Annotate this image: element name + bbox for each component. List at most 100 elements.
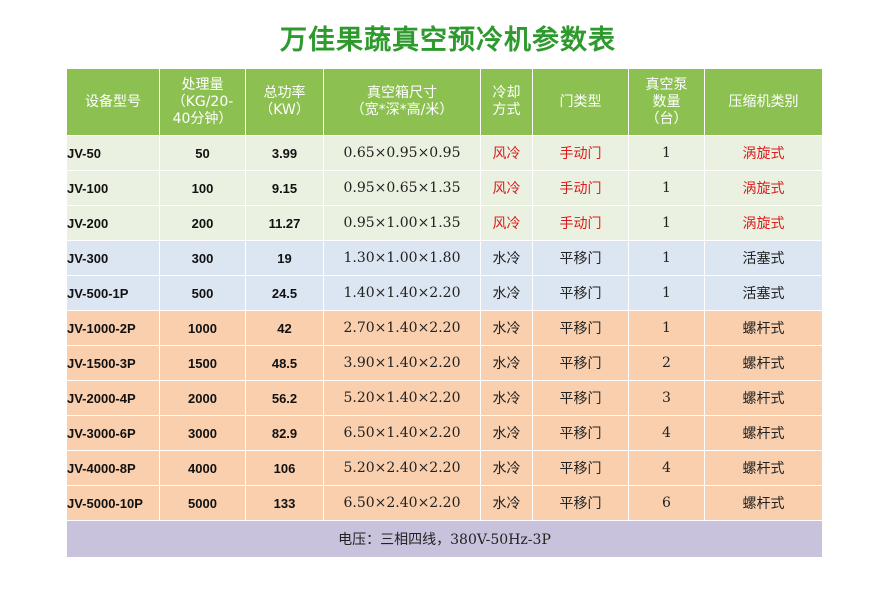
voltage-note: 电压：三相四线，380V-50Hz-3P [66,520,823,558]
compressor-cell: 活塞式 [704,275,823,311]
pump-cell: 6 [628,485,705,521]
capacity-cell: 4000 [159,450,246,486]
table-row: JV-5000-10P 5000 133 6.50×2.40×2.20 水冷 平移门 6 螺杆… [66,485,823,521]
header-power: 总功率 （KW） [245,68,324,136]
header-cooling: 冷却 方式 [480,68,533,136]
table-row: JV-50 50 3.99 0.65×0.95×0.95 风冷 手动门 1 涡旋式 [66,135,823,171]
size-cell: 5.20×2.40×2.20 [323,450,481,486]
capacity-cell: 5000 [159,485,246,521]
model-cell: JV-500-1P [66,275,160,311]
size-cell: 1.40×1.40×2.20 [323,275,481,311]
door-cell: 平移门 [532,240,629,276]
table-row: JV-100 100 9.15 0.95×0.65×1.35 风冷 手动门 1 涡旋式 [66,170,823,206]
table-row: JV-300 300 19 1.30×1.00×1.80 水冷 平移门 1 活塞式 [66,240,823,276]
compressor-cell: 涡旋式 [704,135,823,171]
table-row: JV-500-1P 500 24.5 1.40×1.40×2.20 水冷 平移门 1 活塞式 [66,275,823,311]
pump-cell: 1 [628,275,705,311]
size-cell: 0.65×0.95×0.95 [323,135,481,171]
compressor-cell: 螺杆式 [704,345,823,381]
pump-cell: 1 [628,170,705,206]
size-cell: 2.70×1.40×2.20 [323,310,481,346]
model-cell: JV-1500-3P [66,345,160,381]
model-cell: JV-2000-4P [66,380,160,416]
size-cell: 1.30×1.00×1.80 [323,240,481,276]
model-cell: JV-4000-8P [66,450,160,486]
cooling-cell: 水冷 [480,485,533,521]
door-cell: 平移门 [532,310,629,346]
door-cell: 平移门 [532,450,629,486]
model-cell: JV-1000-2P [66,310,160,346]
cooling-cell: 水冷 [480,345,533,381]
capacity-cell: 50 [159,135,246,171]
compressor-cell: 螺杆式 [704,415,823,451]
capacity-cell: 3000 [159,415,246,451]
door-cell: 平移门 [532,380,629,416]
power-cell: 24.5 [245,275,324,311]
capacity-cell: 300 [159,240,246,276]
power-cell: 133 [245,485,324,521]
pump-cell: 1 [628,310,705,346]
model-cell: JV-50 [66,135,160,171]
table-row: JV-200 200 11.27 0.95×1.00×1.35 风冷 手动门 1 涡旋式 [66,205,823,241]
pump-cell: 4 [628,415,705,451]
pump-cell: 1 [628,205,705,241]
power-cell: 19 [245,240,324,276]
door-cell: 平移门 [532,345,629,381]
model-cell: JV-5000-10P [66,485,160,521]
footer-row: 电压：三相四线，380V-50Hz-3P [66,520,823,558]
header-door: 门类型 [532,68,629,136]
pump-cell: 4 [628,450,705,486]
model-cell: JV-3000-6P [66,415,160,451]
power-cell: 42 [245,310,324,346]
cooling-cell: 水冷 [480,310,533,346]
table-row: JV-1000-2P 1000 42 2.70×1.40×2.20 水冷 平移门 1 螺杆式 [66,310,823,346]
door-cell: 平移门 [532,415,629,451]
compressor-cell: 涡旋式 [704,170,823,206]
capacity-cell: 200 [159,205,246,241]
capacity-cell: 1000 [159,310,246,346]
header-capacity: 处理量 （KG/20- 40分钟） [159,68,246,136]
power-cell: 3.99 [245,135,324,171]
cooling-cell: 水冷 [480,275,533,311]
spec-table: 设备型号 处理量 （KG/20- 40分钟） 总功率 （KW） 真空箱尺寸 （宽*深*高… [66,68,823,558]
pump-cell: 1 [628,240,705,276]
model-cell: JV-300 [66,240,160,276]
cooling-cell: 风冷 [480,135,533,171]
size-cell: 6.50×2.40×2.20 [323,485,481,521]
header-size: 真空箱尺寸 （宽*深*高/米） [323,68,481,136]
size-cell: 5.20×1.40×2.20 [323,380,481,416]
header-pump: 真空泵 数量 （台） [628,68,705,136]
compressor-cell: 螺杆式 [704,380,823,416]
capacity-cell: 1500 [159,345,246,381]
model-cell: JV-100 [66,170,160,206]
capacity-cell: 100 [159,170,246,206]
size-cell: 3.90×1.40×2.20 [323,345,481,381]
header-model: 设备型号 [66,68,160,136]
table-row: JV-4000-8P 4000 106 5.20×2.40×2.20 水冷 平移门 4 螺杆式 [66,450,823,486]
cooling-cell: 水冷 [480,450,533,486]
power-cell: 48.5 [245,345,324,381]
header-compressor: 压缩机类别 [704,68,823,136]
door-cell: 平移门 [532,275,629,311]
cooling-cell: 风冷 [480,170,533,206]
table-row: JV-3000-6P 3000 82.9 6.50×1.40×2.20 水冷 平移门 4 螺杆… [66,415,823,451]
cooling-cell: 风冷 [480,205,533,241]
cooling-cell: 水冷 [480,240,533,276]
cooling-cell: 水冷 [480,415,533,451]
pump-cell: 3 [628,380,705,416]
model-cell: JV-200 [66,205,160,241]
power-cell: 56.2 [245,380,324,416]
power-cell: 106 [245,450,324,486]
compressor-cell: 活塞式 [704,240,823,276]
header-row: 设备型号 处理量 （KG/20- 40分钟） 总功率 （KW） 真空箱尺寸 （宽*深*高… [66,68,823,136]
door-cell: 手动门 [532,170,629,206]
door-cell: 手动门 [532,205,629,241]
cooling-cell: 水冷 [480,380,533,416]
pump-cell: 1 [628,135,705,171]
size-cell: 6.50×1.40×2.20 [323,415,481,451]
capacity-cell: 500 [159,275,246,311]
door-cell: 手动门 [532,135,629,171]
page-title: 万佳果蔬真空预冷机参数表 [280,25,616,56]
compressor-cell: 螺杆式 [704,485,823,521]
compressor-cell: 螺杆式 [704,450,823,486]
